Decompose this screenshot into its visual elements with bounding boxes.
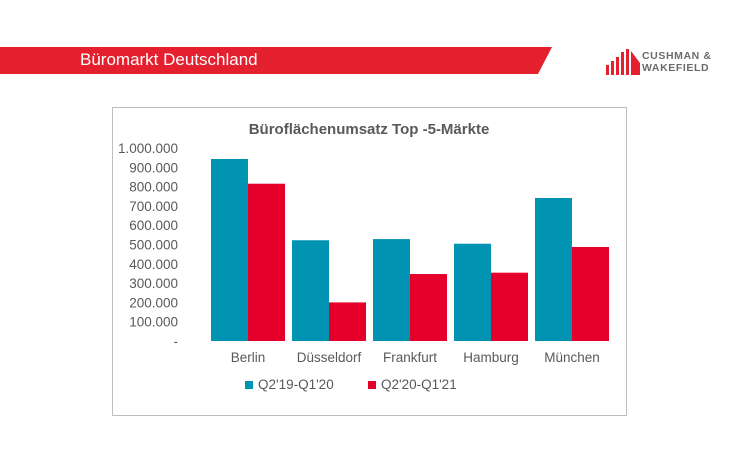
chart-title: Büroflächenumsatz Top -5-Märkte (248, 121, 490, 138)
legend-label: Q2'19-Q1'20 (258, 377, 334, 392)
cushman-wakefield-logo-icon (606, 49, 640, 75)
y-tick-label: 500.000 (129, 238, 178, 253)
chart-frame (112, 107, 627, 416)
bar-hamburg-2 (491, 272, 528, 341)
bar-düsseldorf-2 (329, 302, 366, 341)
bar-berlin-1 (211, 159, 248, 341)
legend-item-series2: Q2'20-Q1'21 (368, 377, 457, 392)
y-tick-label: 800.000 (129, 180, 178, 195)
y-tick-label: 100.000 (129, 315, 178, 330)
x-tick-label: Berlin (231, 350, 266, 365)
x-tick-label: München (544, 350, 600, 365)
y-tick-label: 900.000 (129, 160, 178, 175)
bar-frankfurt-2 (410, 274, 447, 341)
bar-münchen-2 (572, 247, 609, 341)
y-tick-label: 300.000 (129, 276, 178, 291)
y-tick-label: 1.000.000 (118, 141, 178, 156)
legend-item-series1: Q2'19-Q1'20 (245, 377, 334, 392)
legend-swatch (368, 381, 376, 389)
x-tick-label: Hamburg (463, 350, 519, 365)
y-tick-label: 200.000 (129, 295, 178, 310)
y-tick-label: - (174, 334, 179, 349)
x-tick-label: Düsseldorf (297, 350, 362, 365)
logo-text: CUSHMAN & WAKEFIELD (642, 50, 712, 74)
legend-label: Q2'20-Q1'21 (381, 377, 457, 392)
bar-münchen-1 (535, 197, 572, 341)
y-tick-label: 400.000 (129, 257, 178, 272)
y-tick-label: 700.000 (129, 199, 178, 214)
x-tick-label: Frankfurt (383, 350, 437, 365)
bar-berlin-2 (248, 183, 285, 341)
bar-düsseldorf-1 (292, 240, 329, 341)
page-title: Büromarkt Deutschland (80, 50, 258, 69)
bar-frankfurt-1 (373, 239, 410, 341)
legend-swatch (245, 381, 253, 389)
bar-hamburg-1 (454, 243, 491, 341)
header-banner (0, 47, 552, 74)
y-tick-label: 600.000 (129, 218, 178, 233)
